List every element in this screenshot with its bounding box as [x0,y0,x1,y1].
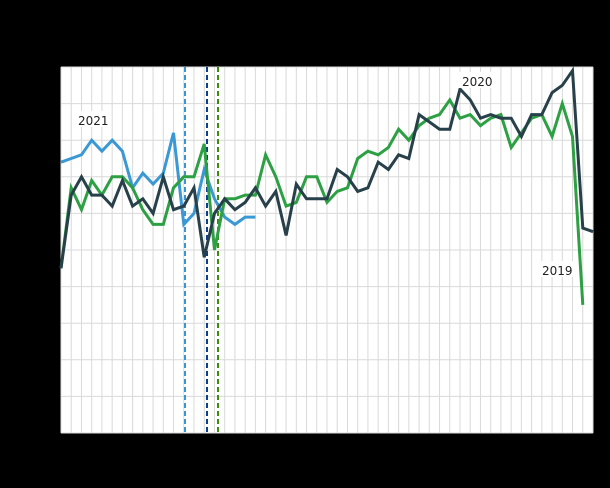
series-labels: 2021 2020 2019 [74,72,574,278]
series-lines [59,66,594,305]
label-2021: 2021 [78,114,109,128]
gridlines [60,66,594,434]
series-line-2020 [59,66,594,269]
reference-lines [184,67,219,433]
label-2019: 2019 [542,264,573,278]
label-2020: 2020 [462,75,493,89]
